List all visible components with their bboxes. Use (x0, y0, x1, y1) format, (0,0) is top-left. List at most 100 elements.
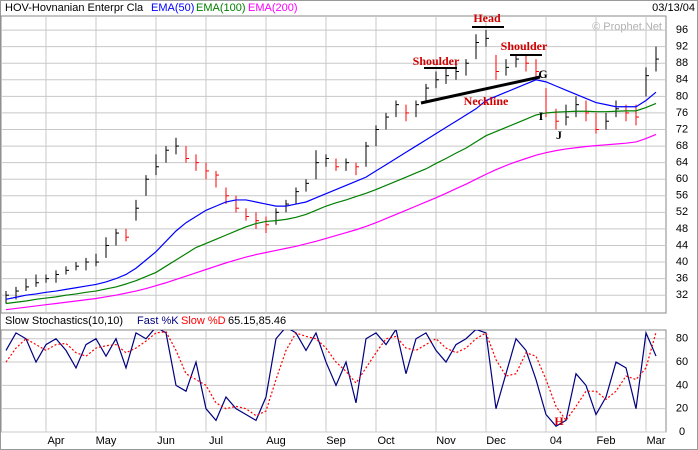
price-bar (5, 291, 9, 304)
price-bar (395, 100, 399, 118)
price-bar (205, 162, 209, 180)
chart-title: HOV-Hovnanian Enterpr Cla (5, 2, 144, 14)
annotation-shapes (420, 26, 542, 105)
y-tick-label: 88 (676, 57, 688, 69)
price-bar (385, 112, 389, 130)
annotation: H (554, 414, 564, 428)
price-bar (405, 104, 409, 122)
price-bar (455, 63, 459, 80)
price-bar (325, 154, 329, 167)
readout: 65.15,85.46 (228, 315, 286, 327)
y-tick-label: 72 (676, 123, 688, 135)
price-bar (485, 30, 489, 47)
annotation: Head (473, 11, 501, 25)
price-bar (165, 146, 169, 163)
price-bar (215, 170, 219, 188)
price-bar (445, 67, 449, 84)
x-tick-label: Jun (157, 435, 175, 447)
y-tick-label: 40 (676, 256, 688, 268)
annotation: G (538, 67, 547, 81)
price-bar (295, 187, 299, 205)
y-tick-label: 20 (676, 403, 688, 415)
price-bar (25, 278, 29, 292)
price-bar (85, 257, 89, 271)
price-bar (605, 112, 609, 130)
price-bar (275, 208, 279, 225)
price-bar (225, 187, 229, 205)
y-tick-label: 80 (676, 333, 688, 345)
price-bar (135, 199, 139, 221)
price-bar (635, 104, 639, 126)
price-bar (625, 104, 629, 122)
y-tick-label: 92 (676, 41, 688, 53)
y-tick-label: 52 (676, 206, 688, 218)
price-bar (345, 158, 349, 171)
annotation: Shoulder (413, 54, 460, 68)
y-tick-label: 68 (676, 140, 688, 152)
price-bar (565, 104, 569, 126)
price-panel (0, 15, 667, 314)
price-bar (465, 59, 469, 76)
annotation: J (556, 128, 562, 142)
x-tick-label: Dec (486, 435, 506, 447)
price-bar (575, 96, 579, 118)
annotation: Shoulder (501, 39, 548, 53)
annotation: Neckline (464, 94, 509, 108)
price-bar (305, 179, 309, 192)
grid (1, 16, 666, 313)
price-bar (475, 34, 479, 60)
legend-entry: Fast %K (137, 315, 179, 327)
price-bar (495, 54, 499, 80)
price-bar (265, 216, 269, 234)
legend-entry: EMA(200) (248, 2, 298, 14)
plot (5, 330, 657, 427)
price-bar (195, 154, 199, 171)
x-tick-label: 04 (550, 435, 562, 447)
price-bar (95, 253, 99, 267)
price-bar (315, 150, 319, 180)
x-tick-label: Oct (377, 435, 394, 447)
y-tick-label: 56 (676, 190, 688, 202)
price-bar (75, 262, 79, 271)
price-bar (155, 154, 159, 176)
price-bar (365, 141, 369, 167)
date: 03/13/04 (652, 2, 695, 14)
plot (5, 30, 659, 311)
price-bar (615, 100, 619, 118)
y-tick-label: 32 (676, 289, 688, 301)
price-bar (505, 59, 509, 76)
price-bar (255, 212, 259, 229)
y-tick-label: 0 (679, 426, 685, 438)
y-tick-label: 48 (676, 223, 688, 235)
x-tick-label: Sep (326, 435, 346, 447)
price-bar (515, 54, 519, 68)
price-bar (55, 270, 59, 283)
price-bar (335, 158, 339, 171)
price-bar (115, 228, 119, 246)
x-tick-label: Nov (436, 435, 456, 447)
legend-entry: Slow %D (181, 315, 226, 327)
price-bar (375, 125, 379, 147)
x-tick-label: May (96, 435, 117, 447)
y-tick-label: 36 (676, 273, 688, 285)
price-bar (595, 112, 599, 134)
y-tick-label: 76 (676, 107, 688, 119)
y-tick-label: 40 (676, 379, 688, 391)
price-bar (435, 71, 439, 89)
price-bar (105, 237, 109, 258)
legend-entry: EMA(50) (151, 2, 194, 14)
x-tick-label: Feb (597, 435, 616, 447)
series-line (5, 102, 657, 305)
price-bar (525, 54, 529, 72)
annotation: I (539, 109, 544, 123)
x-tick-label: Aug (266, 435, 286, 447)
y-tick-label: 64 (676, 157, 688, 169)
price-bar (65, 266, 69, 275)
chart-title: Slow Stochastics(10,10) (5, 315, 123, 327)
series-line (5, 331, 657, 422)
neckline (420, 75, 541, 105)
price-bar (45, 274, 49, 283)
price-bar (355, 162, 359, 176)
y-tick-label: 84 (676, 74, 688, 86)
